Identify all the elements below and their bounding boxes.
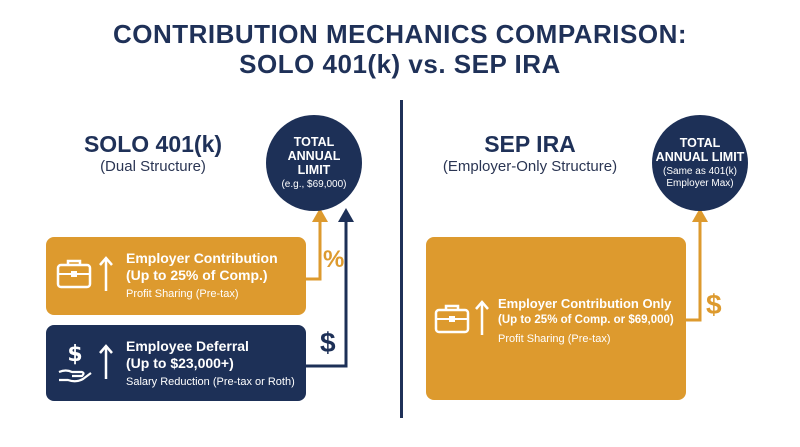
sep-employer-to-limit-arrow	[686, 218, 702, 322]
sep-employer-arrowhead	[692, 208, 708, 222]
sepira-heading: SEP IRA	[484, 131, 576, 157]
title-line-1: CONTRIBUTION MECHANICS COMPARISON:	[112, 19, 688, 49]
sep-employer-contribution-box: Employer Contribution Only (Up to 25% of…	[426, 237, 686, 400]
employer-title-line1: Employer Contribution	[126, 250, 278, 266]
briefcase-icon	[434, 302, 470, 339]
employer-to-limit-arrow	[306, 218, 322, 281]
employee-arrowhead	[338, 208, 354, 222]
employee-deferral-box: $ Employee Deferral (Up to $23,000+) Sal…	[46, 325, 306, 401]
sepira-limit-circle: TOTAL ANNUAL LIMIT (Same as 401(k) Emplo…	[652, 115, 748, 211]
limit-circle-subtitle: (e.g., $69,000)	[281, 179, 347, 190]
percent-symbol: %	[323, 246, 345, 273]
sep-limit-sub1: (Same as 401(k)	[663, 166, 737, 177]
left-dollar-symbol: $	[320, 327, 336, 358]
sepira-subheading: (Employer-Only Structure)	[442, 158, 618, 175]
employer-contribution-box: Employer Contribution (Up to 25% of Comp…	[46, 237, 306, 315]
arrow-up-icon	[474, 299, 490, 342]
employer-arrowhead	[312, 208, 328, 222]
sep-employer-subtitle: Profit Sharing (Pre-tax)	[498, 333, 611, 345]
employee-title-line1: Employee Deferral	[126, 338, 249, 354]
limit-circle-line1: TOTAL	[293, 135, 335, 149]
sep-limit-sub2: Employer Max)	[666, 178, 734, 189]
solo401k-heading: SOLO 401(k)	[83, 131, 223, 157]
arrow-up-icon	[98, 255, 114, 298]
limit-circle-line2: ANNUAL	[287, 149, 341, 163]
briefcase-icon	[56, 257, 92, 294]
right-dollar-symbol: $	[706, 289, 722, 320]
employee-title-line2: (Up to $23,000+)	[126, 355, 234, 371]
dollar-hand-icon: $	[56, 339, 94, 390]
solo401k-limit-circle: TOTAL ANNUAL LIMIT (e.g., $69,000)	[266, 115, 362, 211]
sep-employer-title-line1: Employer Contribution Only	[498, 296, 672, 311]
employee-subtitle: Salary Reduction (Pre-tax or Roth)	[126, 376, 295, 388]
arrow-up-icon	[98, 343, 114, 386]
center-divider	[400, 100, 403, 418]
solo401k-subheading: (Dual Structure)	[100, 158, 206, 175]
svg-text:$: $	[67, 342, 82, 367]
employer-title-line2: (Up to 25% of Comp.)	[126, 267, 268, 283]
employee-to-limit-arrow	[306, 218, 348, 368]
title-line-2: SOLO 401(k) vs. SEP IRA	[239, 49, 561, 79]
sep-limit-line2: ANNUAL LIMIT	[655, 150, 745, 164]
sep-limit-line1: TOTAL	[679, 136, 721, 150]
employer-subtitle: Profit Sharing (Pre-tax)	[126, 288, 239, 300]
limit-circle-line3: LIMIT	[297, 163, 331, 177]
sep-employer-title-line2: (Up to 25% of Comp. or $69,000)	[498, 314, 674, 326]
